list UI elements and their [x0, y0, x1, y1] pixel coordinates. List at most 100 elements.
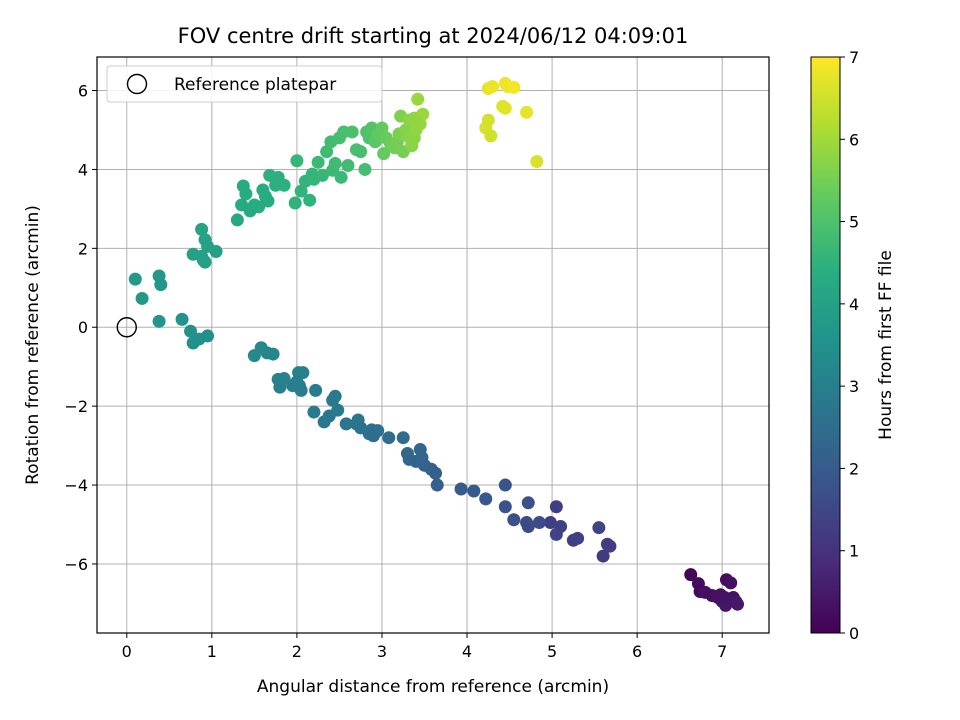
- data-point: [409, 454, 423, 468]
- data-point: [718, 590, 732, 604]
- data-point: [309, 383, 323, 397]
- data-point: [328, 389, 342, 403]
- chart-title: FOV centre drift starting at 2024/06/12 …: [178, 24, 689, 48]
- data-point: [128, 272, 142, 286]
- y-tick-label: 2: [78, 239, 88, 258]
- data-point: [486, 80, 500, 94]
- data-point: [266, 347, 280, 361]
- colorbar: 0 1 2 3 4 5 6 7 Hours from first FF file: [810, 48, 896, 643]
- x-tick-label: 7: [717, 642, 727, 661]
- colorbar-label: Hours from first FF file: [876, 250, 896, 440]
- data-point: [184, 324, 198, 338]
- data-point: [731, 597, 745, 611]
- data-point: [331, 403, 345, 417]
- x-tick-label: 2: [292, 642, 302, 661]
- data-point: [498, 478, 512, 492]
- y-tick-label: 4: [78, 160, 88, 179]
- x-tick-label: 3: [377, 642, 387, 661]
- data-point: [371, 424, 385, 438]
- data-point: [273, 380, 287, 394]
- data-point: [377, 147, 391, 161]
- y-axis-ticks: −6 −4 −2 0 2 4 6: [64, 82, 97, 574]
- data-point: [532, 516, 546, 530]
- colorbar-gradient: [810, 56, 841, 634]
- data-point: [382, 431, 396, 445]
- legend-entry-reference: Reference platepar: [174, 75, 336, 95]
- colorbar-tick-label: 1: [849, 542, 859, 561]
- data-point: [507, 513, 521, 527]
- x-tick-label: 4: [462, 642, 472, 661]
- data-point: [334, 170, 348, 184]
- data-point: [311, 155, 325, 169]
- data-point: [296, 366, 310, 380]
- data-point: [521, 496, 535, 510]
- data-point: [196, 253, 210, 267]
- data-point: [328, 157, 342, 171]
- x-tick-label: 5: [547, 642, 557, 661]
- data-point: [307, 405, 321, 419]
- y-tick-label: −2: [64, 397, 88, 416]
- data-point: [154, 278, 168, 292]
- data-point: [521, 519, 535, 533]
- colorbar-tick-label: 7: [849, 48, 859, 67]
- data-point: [261, 194, 275, 208]
- data-point: [375, 121, 389, 135]
- data-point: [543, 516, 557, 530]
- data-point: [596, 549, 610, 563]
- data-point: [201, 329, 215, 343]
- y-tick-label: −6: [64, 555, 88, 574]
- x-tick-label: 6: [632, 642, 642, 661]
- data-point: [549, 500, 563, 514]
- data-point: [341, 158, 355, 172]
- data-point: [530, 155, 544, 169]
- y-tick-label: −4: [64, 476, 88, 495]
- data-point: [507, 80, 521, 94]
- data-point: [411, 92, 425, 106]
- data-point: [724, 576, 738, 590]
- data-point: [354, 421, 368, 435]
- data-point: [454, 482, 468, 496]
- data-point: [288, 196, 302, 210]
- data-point: [684, 568, 698, 582]
- data-point: [209, 244, 223, 258]
- data-point: [290, 154, 304, 168]
- data-points: [128, 76, 745, 612]
- data-point: [405, 135, 419, 149]
- data-point: [230, 213, 244, 227]
- data-point: [345, 125, 359, 139]
- data-point: [592, 521, 606, 535]
- data-point: [467, 484, 481, 498]
- legend: Reference platepar: [106, 65, 383, 103]
- colorbar-tick-label: 0: [849, 624, 859, 643]
- colorbar-tick-label: 5: [849, 213, 859, 232]
- reference-platepar-marker: [116, 317, 137, 338]
- plot-frame: [96, 56, 770, 634]
- data-point: [498, 500, 512, 514]
- data-point: [603, 539, 617, 553]
- data-point: [303, 193, 317, 207]
- data-point: [339, 417, 353, 431]
- colorbar-tick-label: 6: [849, 130, 859, 149]
- data-point: [252, 200, 266, 214]
- data-point: [277, 178, 291, 192]
- y-tick-label: 0: [78, 318, 88, 337]
- colorbar-ticks: 0 1 2 3 4 5 6 7: [840, 48, 859, 643]
- colorbar-tick-label: 3: [849, 377, 859, 396]
- y-axis-label: Rotation from reference (arcmin): [23, 205, 43, 485]
- data-point: [520, 105, 534, 119]
- data-point: [430, 478, 444, 492]
- data-point: [195, 222, 209, 236]
- data-point: [152, 314, 166, 328]
- colorbar-tick-label: 2: [849, 459, 859, 478]
- data-point: [358, 162, 372, 176]
- colorbar-tick-label: 4: [849, 295, 859, 314]
- data-point: [484, 129, 498, 143]
- data-point: [315, 168, 329, 182]
- data-point: [571, 531, 585, 545]
- x-axis-ticks: 0 1 2 3 4 5 6 7: [122, 633, 727, 661]
- data-point: [481, 113, 495, 127]
- data-point: [175, 312, 189, 326]
- data-point: [135, 291, 149, 305]
- legend-box: [106, 65, 383, 103]
